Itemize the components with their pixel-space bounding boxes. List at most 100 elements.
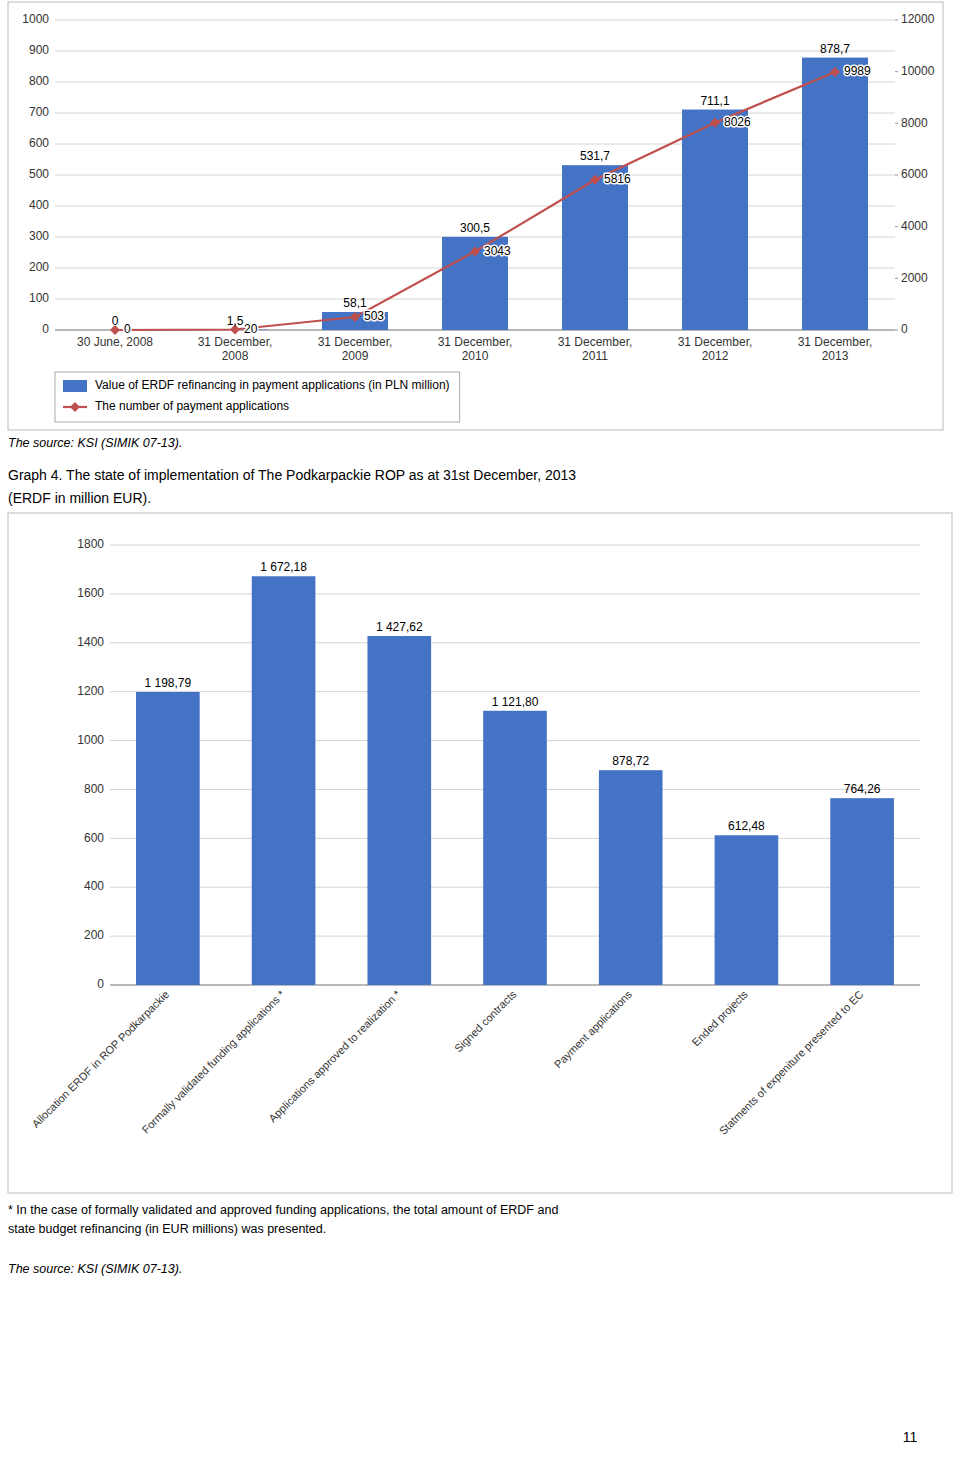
y-tick-label: 200 (84, 928, 104, 942)
y-tick-label: 400 (29, 198, 49, 212)
legend-label: Value of ERDF refinancing in payment app… (95, 378, 450, 392)
text-line: 2013 (822, 349, 849, 363)
bar-label: 531,7 (580, 149, 610, 163)
text-line: state budget refinancing (in EUR million… (8, 1222, 326, 1236)
x-tick-label: 31 December,2011 (558, 335, 633, 363)
text-line: 31 December, (798, 335, 873, 349)
axes: 0100200300400500600700800900100002000400… (22, 12, 934, 363)
marks (110, 58, 868, 335)
line-label: 3043 (484, 244, 511, 258)
text-line: 2011 (582, 349, 608, 363)
text-line: 31 December, (558, 335, 633, 349)
bar-label: 58,1 (343, 296, 367, 310)
chart-border (8, 513, 952, 1193)
bar-label: 711,1 (700, 94, 729, 108)
chart: Graph 4. The state of implementation of … (8, 467, 952, 1445)
y-tick-label: 600 (29, 136, 49, 150)
x-tick-label: Statments of expeniture presented to EC (717, 988, 866, 1137)
grid-line (110, 691, 920, 692)
y-tick-label: 900 (29, 43, 49, 57)
x-tick-label: 30 June, 2008 (77, 335, 153, 349)
y2-tick (895, 123, 898, 124)
bar-label: 878,7 (820, 42, 850, 56)
bar (682, 110, 748, 330)
y2-tick-label: 2000 (901, 271, 928, 285)
text-line: 31 December, (198, 335, 273, 349)
grid-line (55, 144, 895, 145)
y-tick-label: 800 (84, 782, 104, 796)
line-marker (470, 246, 480, 256)
text-line: 2008 (222, 349, 249, 363)
bar-label: 1,5 (227, 314, 244, 328)
y-tick-label: 1000 (22, 12, 49, 26)
bar-label: 1 672,18 (260, 560, 307, 574)
grid-line (110, 545, 920, 546)
y2-tick (895, 330, 898, 331)
bar-label: 612,48 (728, 819, 765, 833)
legend-marker (70, 402, 80, 412)
x-tick-label: Signed contracts (452, 988, 519, 1055)
text-line: 31 December, (438, 335, 513, 349)
bar-label: 0 (112, 314, 119, 328)
grid-line (110, 593, 920, 594)
y-tick-label: 100 (29, 291, 49, 305)
text-line: 2010 (462, 349, 489, 363)
text-line: 2012 (702, 349, 729, 363)
line-label: 9989 (844, 64, 871, 78)
y2-tick-label: 10000 (901, 64, 935, 78)
marks (136, 576, 894, 985)
text-line: 11 (903, 1429, 918, 1445)
y2-tick (895, 20, 898, 21)
page: 0100200300400500600700800900100002000400… (0, 0, 960, 1461)
grid-line (55, 82, 895, 83)
y-tick-label: 400 (84, 879, 104, 893)
legend-label: The number of payment applications (95, 399, 289, 413)
line-marker (590, 175, 600, 185)
legend: Value of ERDF refinancing in payment app… (55, 372, 460, 422)
x-tick-label: 31 December,2010 (438, 335, 513, 363)
bar-label: 878,72 (612, 754, 649, 768)
x-tick-label: Allocation ERDF in ROP Podkarpackie (29, 988, 171, 1130)
x-tick-label: 31 December,2008 (198, 335, 273, 363)
y-tick-label: 1800 (77, 537, 104, 551)
line-label: 8026 (724, 115, 751, 129)
bar (802, 58, 868, 330)
y-tick-label: 500 (29, 167, 49, 181)
bar-label: 300,5 (460, 221, 490, 235)
y-tick-label: 300 (29, 229, 49, 243)
line-label: 20 (244, 322, 258, 336)
bar (367, 636, 431, 985)
line-label: 5816 (604, 172, 631, 186)
y-tick-label: 800 (29, 74, 49, 88)
chart: 0100200300400500600700800900100002000400… (8, 2, 943, 450)
grid-line (55, 113, 895, 114)
annotation: The source: KSI (SIMIK 07-13). (8, 1262, 182, 1276)
x-tick-label: Payment applications (552, 988, 635, 1071)
y-tick-label: 0 (42, 322, 49, 336)
line-marker (830, 67, 840, 77)
x-tick-label: Applications approved to realization * (266, 987, 403, 1124)
bar (252, 576, 316, 985)
text-line: The source: KSI (SIMIK 07-13). (8, 436, 182, 450)
grid-line (55, 175, 895, 176)
bar (715, 835, 779, 985)
text-line: 30 June, 2008 (77, 335, 153, 349)
text-line: The source: KSI (SIMIK 07-13). (8, 1262, 182, 1276)
text-line: 31 December, (678, 335, 753, 349)
y-tick-label: 1400 (77, 635, 104, 649)
y-tick-label: 1200 (77, 684, 104, 698)
line-label: 503 (364, 309, 384, 323)
line-label: 0 (124, 322, 131, 336)
grid-line (55, 20, 895, 21)
x-tick-label: 31 December,2012 (678, 335, 753, 363)
chart-border (8, 2, 943, 430)
annotation: 11 (903, 1429, 918, 1445)
annotation: * In the case of formally validated and … (8, 1203, 558, 1236)
axes: 020040060080010001200140016001800Allocat… (29, 537, 920, 1137)
chart-title: Graph 4. The state of implementation of … (8, 467, 576, 483)
y-tick-label: 700 (29, 105, 49, 119)
bar (830, 798, 894, 985)
text-line: 2009 (342, 349, 369, 363)
bar (136, 692, 200, 985)
y2-tick-label: 0 (901, 322, 908, 336)
